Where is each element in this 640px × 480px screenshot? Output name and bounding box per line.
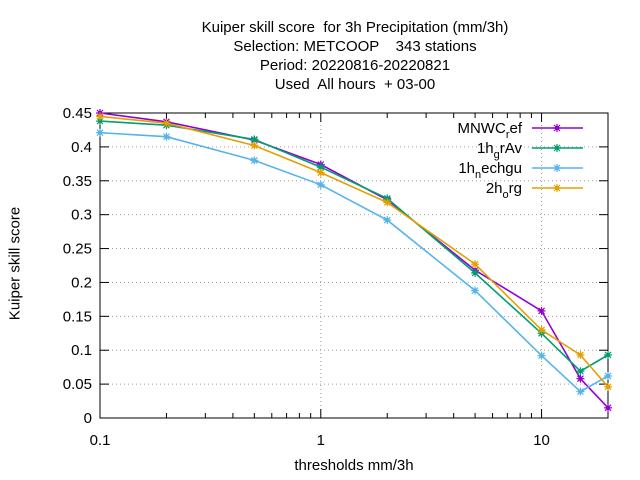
data-point [250, 156, 259, 165]
x-tick-label: 1 [317, 432, 325, 449]
y-tick-label: 0.25 [63, 241, 92, 258]
y-tick-label: 0.05 [63, 376, 92, 393]
data-point [537, 306, 546, 315]
y-tick-label: 0.2 [71, 274, 92, 291]
data-point [604, 382, 612, 391]
data-point [576, 367, 585, 376]
plot-frame [99, 112, 609, 419]
legend-label-3: 1hnechgu [458, 160, 522, 181]
data-point [383, 198, 392, 207]
data-point [96, 112, 104, 121]
y-tick-label: 0.3 [71, 207, 92, 224]
y-tick-label: 0.15 [63, 308, 92, 325]
data-point [471, 286, 480, 295]
chart-title-line-1: Kuiper skill score for 3h Precipitation … [201, 19, 509, 36]
data-point [316, 180, 325, 189]
y-tick-label: 0.45 [63, 105, 92, 122]
data-point [383, 216, 392, 225]
legend-label-2: 1hgrAv [477, 140, 523, 161]
x-axis-label: thresholds mm/3h [294, 457, 414, 474]
legend-marker-2 [553, 144, 561, 152]
chart-title-line-4: Used All hours + 03-00 [274, 76, 436, 93]
data-point [576, 387, 585, 396]
data-point [471, 260, 480, 269]
x-tick-label: 10 [533, 432, 550, 449]
chart-title-line-3: Period: 20220816-20220821 [259, 57, 451, 74]
data-point [604, 350, 612, 359]
data-point [316, 168, 325, 177]
data-point [250, 141, 259, 150]
legend-label-4: 2horg [486, 180, 522, 201]
data-point [96, 128, 104, 137]
legend-label-1: MNWCref [457, 120, 522, 141]
y-axis-label: Kuiper skill score [6, 206, 24, 321]
data-point [537, 325, 546, 334]
data-point [471, 268, 480, 277]
series-line-3 [99, 131, 609, 393]
legend-marker-4 [553, 184, 561, 192]
legend-marker-1 [553, 124, 561, 132]
series-line-2 [99, 120, 609, 373]
legend-marker-3 [553, 164, 561, 172]
data-point [604, 403, 612, 412]
y-tick-label: 0.1 [71, 342, 92, 359]
data-point [604, 371, 612, 380]
data-point [162, 132, 171, 141]
y-tick-label: 0.35 [63, 173, 92, 190]
chart-title-line-2: Selection: METCOOP 343 stations [233, 38, 477, 55]
series-line-1 [99, 112, 609, 409]
data-point [162, 119, 171, 128]
data-point [576, 374, 585, 383]
data-point [576, 350, 585, 359]
y-tick-label: 0.4 [71, 139, 92, 156]
y-tick-label: 0 [84, 410, 92, 427]
x-tick-label: 0.1 [90, 432, 111, 449]
data-point [537, 351, 546, 360]
